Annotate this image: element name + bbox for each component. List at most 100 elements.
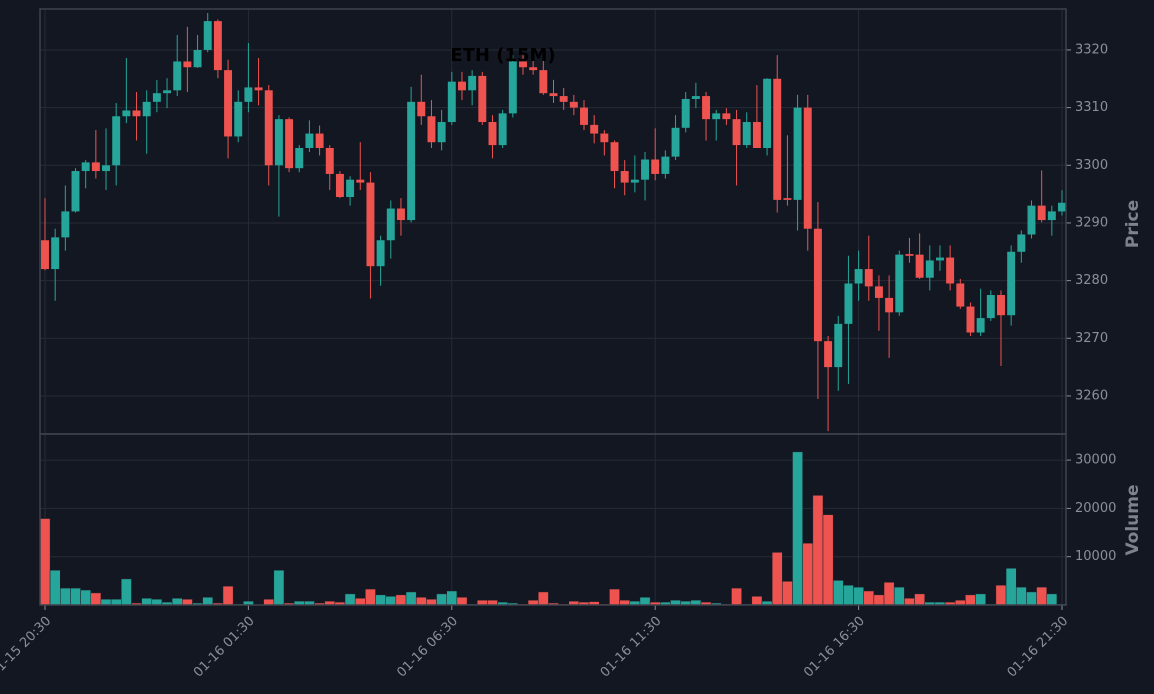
volume-bar: [273, 569, 285, 606]
candle-body: [641, 159, 649, 180]
candle-body: [81, 162, 90, 172]
candle-body: [813, 228, 822, 342]
volume-bar: [853, 586, 864, 606]
candle-body: [132, 110, 141, 117]
volume-bar: [792, 451, 803, 606]
volume-bar: [171, 597, 183, 606]
candle-body: [427, 116, 436, 143]
volume-bar: [731, 587, 742, 606]
candle-body: [295, 147, 304, 169]
candle-body: [519, 61, 527, 68]
candle-body: [620, 171, 629, 183]
candle-body: [844, 283, 853, 324]
y-tick-label: 3290: [1075, 215, 1108, 230]
candle-body: [895, 254, 904, 313]
y-tick-label: 3270: [1075, 331, 1108, 346]
candle-body: [864, 269, 873, 287]
volume-bar: [395, 594, 407, 606]
volume-bar: [456, 597, 468, 606]
candle-body: [905, 254, 914, 256]
candle-body: [163, 90, 172, 94]
candle-body: [468, 75, 477, 91]
candle-body: [254, 87, 263, 91]
candle-body: [834, 323, 843, 368]
candle-body: [61, 211, 70, 238]
y-tick-label: 3260: [1075, 388, 1108, 403]
candle-body: [112, 116, 121, 166]
y-axis-label: Price: [1123, 200, 1143, 248]
candle-body: [529, 67, 538, 71]
candle-body: [569, 101, 578, 108]
candle-body: [956, 283, 965, 307]
candle-body: [325, 147, 334, 174]
candle-body: [213, 21, 222, 71]
volume-bar: [537, 591, 549, 606]
candle-body: [763, 78, 772, 148]
volume-bar: [385, 596, 397, 606]
volume-bar: [914, 593, 925, 606]
volume-bar: [843, 584, 854, 606]
candle-body: [508, 61, 517, 114]
volume-bar: [446, 590, 458, 606]
volume-panel: [39, 433, 1067, 606]
y-tick-label: 3310: [1075, 100, 1108, 115]
candle-body: [102, 165, 110, 172]
volume-bar: [822, 514, 834, 606]
volume-bar: [1026, 591, 1037, 606]
candle-body: [498, 113, 507, 146]
volume-tick-label: 10000: [1075, 549, 1116, 564]
candle-body: [366, 182, 375, 267]
volume-bar: [436, 593, 447, 606]
candle-body: [712, 113, 721, 120]
candle-body: [478, 75, 487, 123]
candle-body: [752, 122, 761, 148]
candle-body: [71, 171, 80, 212]
candle-body: [854, 269, 863, 284]
candle-body: [539, 70, 548, 94]
volume-bar: [182, 598, 193, 606]
candle-body: [681, 98, 690, 128]
candle-body: [824, 341, 833, 368]
candle-body: [773, 78, 782, 200]
candle-body: [874, 286, 883, 298]
candle-body: [91, 162, 100, 172]
volume-bar: [100, 598, 112, 606]
candle-body: [702, 96, 711, 120]
candle-body: [224, 70, 233, 137]
candle-body: [1037, 205, 1046, 221]
volume-bar: [863, 590, 875, 606]
volume-bar: [110, 598, 122, 606]
candle-body: [315, 133, 324, 148]
volume-bar: [354, 597, 366, 606]
y-tick-label: 3320: [1075, 42, 1108, 57]
candle-body: [173, 61, 182, 91]
candle-body: [203, 21, 212, 50]
candle-body: [783, 198, 792, 200]
volume-bar: [80, 589, 92, 606]
candle-body: [386, 208, 395, 241]
volume-bar: [904, 597, 915, 606]
candle-body: [274, 119, 283, 166]
candle-body: [671, 127, 680, 157]
volume-bar: [802, 542, 814, 606]
volume-bar: [49, 569, 61, 606]
volume-axis-label: Volume: [1123, 484, 1143, 555]
volume-bar: [975, 593, 986, 606]
candle-body: [51, 237, 60, 270]
volume-bar: [1005, 568, 1017, 606]
candle-body: [142, 101, 151, 117]
candle-body: [610, 142, 619, 172]
candle-body: [244, 87, 253, 102]
candle-body: [935, 257, 944, 261]
candle-body: [152, 93, 161, 102]
volume-bar: [1036, 586, 1047, 606]
volume-bar: [405, 591, 417, 606]
volume-bar: [1046, 593, 1058, 606]
volume-bar: [90, 592, 102, 606]
volume-bar: [883, 582, 895, 606]
candle-body: [356, 179, 365, 183]
volume-bar: [995, 584, 1007, 606]
volume-bar: [893, 586, 905, 606]
